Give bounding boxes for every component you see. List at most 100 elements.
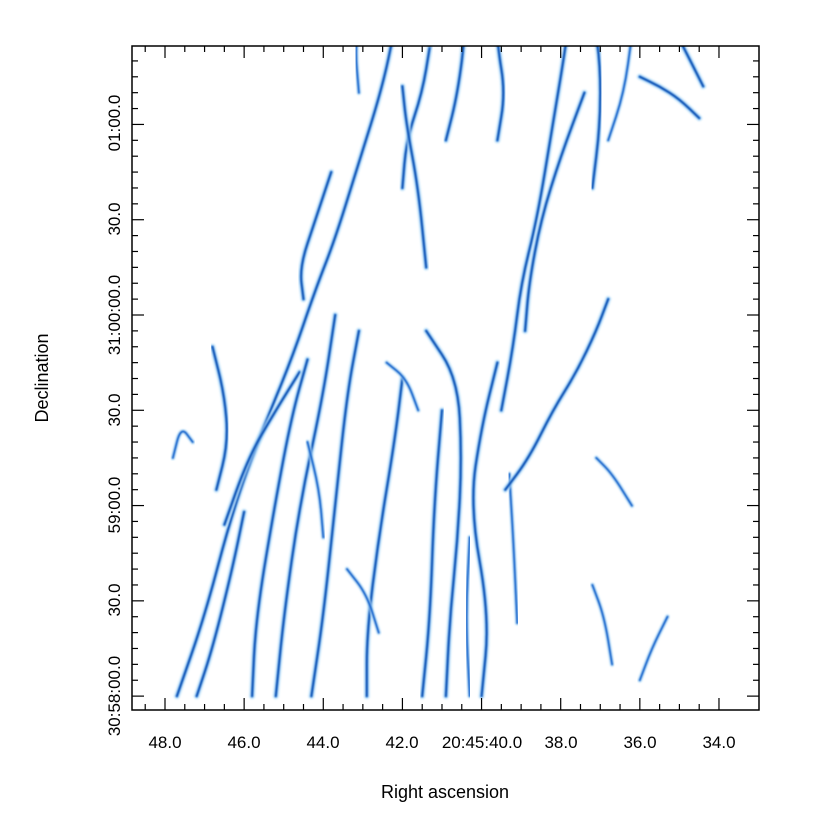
plot-area <box>132 46 759 710</box>
axis-ticks <box>132 46 759 710</box>
filament <box>469 359 501 700</box>
filament <box>501 295 612 494</box>
y-axis-title: Declination <box>32 333 52 422</box>
y-tick-label: 31:00:00.0 <box>105 275 124 355</box>
x-tick-label: 34.0 <box>702 733 735 752</box>
filament-stroke <box>414 0 430 45</box>
filament-stroke <box>421 409 443 697</box>
filament-stroke <box>429 46 432 47</box>
y-tick-label: 01:00.0 <box>105 95 124 152</box>
filament <box>605 46 634 144</box>
filament <box>637 613 671 683</box>
filament-stroke <box>310 330 360 697</box>
filament <box>418 406 446 700</box>
filament-stroke <box>366 378 403 697</box>
filament-stroke <box>524 92 585 332</box>
x-tick-labels: 48.0 46.0 44.0 42.0 20:45:40.0 38.0 36.0… <box>148 733 735 752</box>
filament-stroke <box>401 85 427 268</box>
filament-stroke <box>157 760 165 785</box>
filament-stroke <box>176 46 392 697</box>
filament-stroke <box>500 46 566 411</box>
filament <box>398 46 434 192</box>
filament <box>248 356 311 700</box>
filament <box>307 327 363 700</box>
filament-stroke <box>639 76 700 119</box>
filament-stroke <box>595 457 633 507</box>
filament-stroke <box>604 760 671 808</box>
filament-stroke <box>552 756 589 779</box>
filament <box>193 508 248 700</box>
filament-stroke <box>604 760 671 808</box>
x-tick-label: 46.0 <box>227 733 260 752</box>
y-tick-labels: 30:58:00.0 30.0 59:00.0 30.0 31:00:00.0 … <box>105 95 124 737</box>
filament <box>353 46 362 96</box>
filament-stroke <box>401 46 431 189</box>
x-tick-label: 38.0 <box>544 733 577 752</box>
filament <box>678 46 707 90</box>
filament <box>521 89 588 335</box>
filament <box>593 455 635 509</box>
filament-stroke <box>157 760 165 785</box>
filament-stroke <box>552 756 589 779</box>
filament <box>414 0 433 48</box>
y-tick-label: 30:58:00.0 <box>105 656 124 736</box>
filament-stroke <box>504 298 609 491</box>
filament <box>604 760 671 808</box>
filament <box>422 327 465 700</box>
y-tick-label: 30.0 <box>105 202 124 235</box>
filament-stroke <box>552 756 589 779</box>
filament <box>170 428 196 461</box>
filament-stroke <box>275 314 336 697</box>
filament <box>636 73 703 122</box>
filament <box>304 439 327 541</box>
filament <box>552 756 589 779</box>
filament-stroke <box>465 536 471 697</box>
y-tick-label: 30.0 <box>105 393 124 426</box>
filament-stroke <box>591 46 601 189</box>
filament-stroke <box>157 760 165 785</box>
filament <box>272 311 339 700</box>
emission-map <box>157 0 707 808</box>
filament <box>398 82 430 271</box>
filament <box>463 534 473 699</box>
filament-stroke <box>427 46 433 48</box>
filament <box>442 46 467 144</box>
filament-stroke <box>604 760 671 808</box>
filament-stroke <box>355 46 360 94</box>
filament-stroke <box>682 46 704 87</box>
filament <box>383 359 421 414</box>
filament-stroke <box>196 511 245 697</box>
filament-stroke <box>172 430 194 459</box>
x-tick-label: 20:45:40.0 <box>442 733 522 752</box>
filament <box>173 46 395 700</box>
filament <box>588 46 604 192</box>
filament-stroke <box>508 472 519 624</box>
y-tick-label: 59:00.0 <box>105 477 124 534</box>
filament-stroke <box>472 362 498 697</box>
filament <box>209 343 231 494</box>
x-tick-label: 42.0 <box>385 733 418 752</box>
filament-stroke <box>223 371 300 526</box>
y-tick-label: 30.0 <box>105 583 124 616</box>
filament-stroke <box>607 46 632 142</box>
filament <box>363 375 406 700</box>
filament-stroke <box>496 46 504 141</box>
filament <box>297 168 335 303</box>
filament <box>157 760 165 785</box>
filament-stroke <box>552 756 589 779</box>
filament-stroke <box>306 441 325 539</box>
x-tick-label: 48.0 <box>148 733 181 752</box>
filament <box>220 368 303 529</box>
filament-stroke <box>300 171 332 300</box>
filament-stroke <box>385 361 420 412</box>
filament-stroke <box>591 584 613 666</box>
filament <box>589 582 615 668</box>
filament-stroke <box>425 330 462 697</box>
filament-stroke <box>212 346 228 491</box>
filament <box>506 471 520 626</box>
filament <box>493 46 507 144</box>
filament-stroke <box>251 359 308 697</box>
filament <box>497 46 570 414</box>
x-tick-label: 36.0 <box>623 733 656 752</box>
